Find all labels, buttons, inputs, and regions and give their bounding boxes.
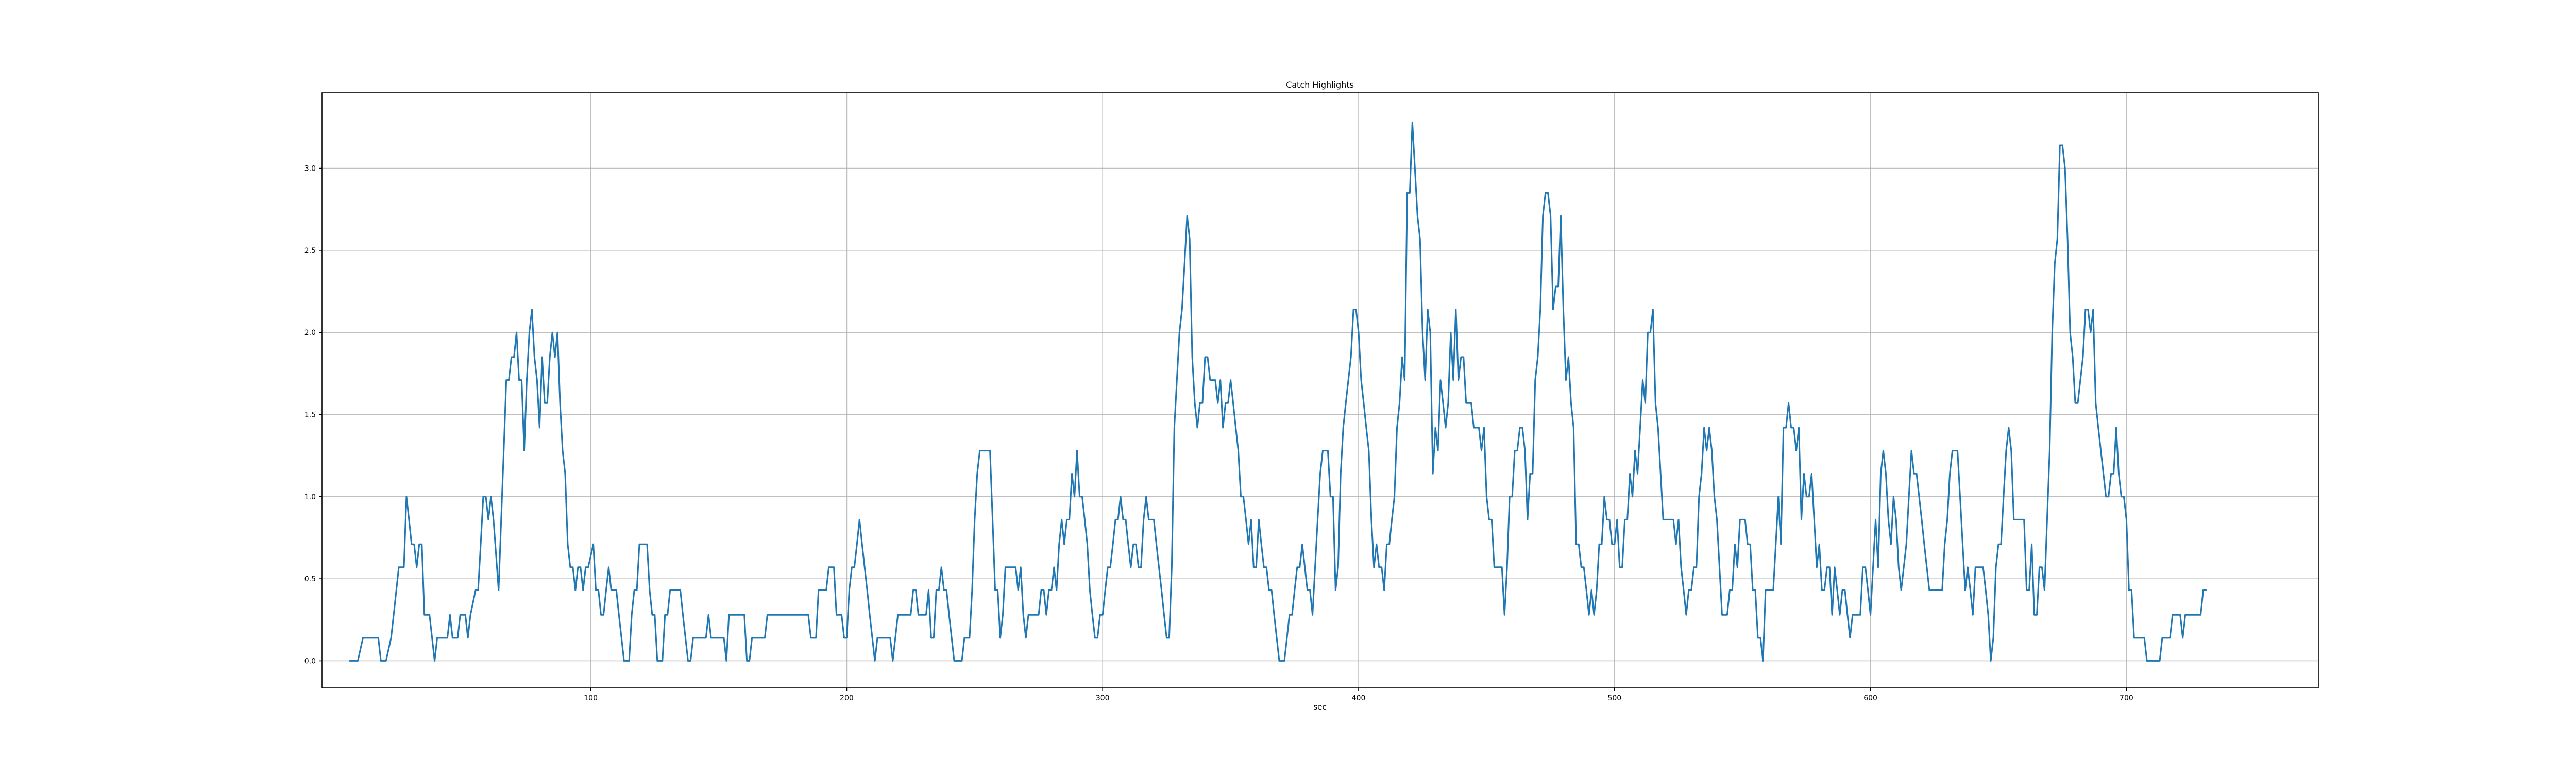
x-tick-label: 600	[1863, 694, 1877, 702]
series-line	[349, 121, 2207, 662]
y-tick-label: 3.0	[304, 165, 316, 173]
chart-title: Catch Highlights	[1286, 80, 1354, 90]
x-axis: 100 200 300 400 500 600 700	[584, 688, 2133, 702]
y-tick-label: 1.5	[304, 411, 316, 419]
y-tick-label: 1.0	[304, 493, 316, 501]
series-layer	[349, 121, 2207, 662]
x-axis-label: sec	[1313, 702, 1326, 712]
x-tick-label: 100	[584, 694, 598, 702]
x-tick-label: 400	[1352, 694, 1366, 702]
x-tick-label: 500	[1607, 694, 1621, 702]
axes-frame	[321, 92, 2319, 688]
grid	[322, 93, 2318, 688]
plot-area	[322, 93, 2318, 688]
y-tick-label: 0.0	[304, 657, 316, 665]
y-tick-label: 2.0	[304, 329, 316, 337]
y-axis: 0.0 0.5 1.0 1.5 2.0 2.5 3.0	[304, 165, 322, 665]
x-tick-label: 300	[1096, 694, 1110, 702]
y-tick-label: 0.5	[304, 575, 316, 583]
x-tick-label: 700	[2120, 694, 2133, 702]
x-tick-label: 200	[840, 694, 854, 702]
y-tick-label: 2.5	[304, 247, 316, 255]
